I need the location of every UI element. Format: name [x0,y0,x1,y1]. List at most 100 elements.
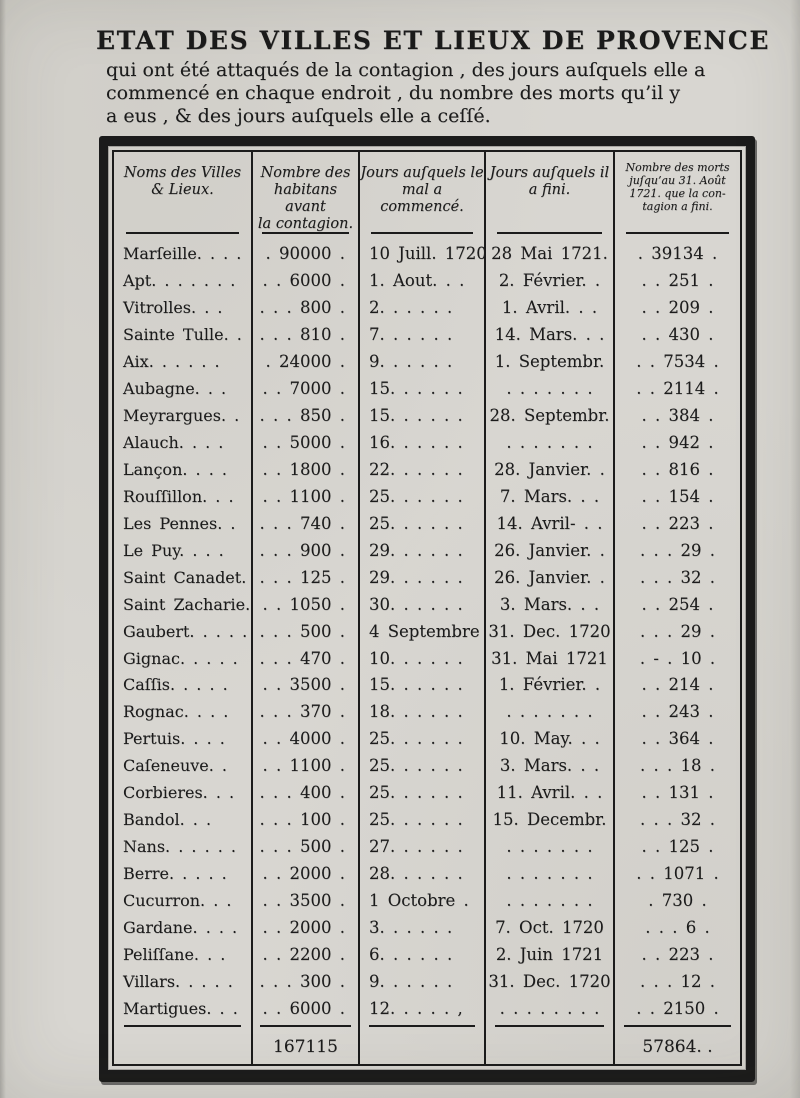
cell-began: 1. Aout. . . [360,266,486,294]
table-row: Corbieres. . .. . . 400 . 25. . . . . . 11… [114,779,740,807]
table-frame: Noms des Villes & Lieux. Nombre des habi… [99,136,755,1082]
totals-cell-empty-began [360,1022,486,1064]
cell-ended: 7. Mars. . . [486,482,615,510]
cell-name: Bandol. . . [114,806,253,834]
table-row: Berre. . . . .. . 2000 . 28. . . . . .. .… [114,860,740,888]
cell-deaths: . . 254 . [641,594,714,614]
cell-name: Saint Zacharie. [114,590,253,618]
cell-name: Vitrolles. . . [114,293,253,321]
cell-inhabitants: . 24000 . [253,347,360,375]
table-row: Cucurron. . .. . 3500 .1 Octobre .. . . … [114,887,740,915]
cell-began: 1 Octobre . [360,887,486,915]
table-row: Caſſis. . . . .. . 3500 . 15. . . . . . 1.… [114,671,740,699]
cell-inhabitants: . . 7000 . [253,374,360,402]
table-row: Le Puy. . . .. . . 900 . 29. . . . . . 26.… [114,536,740,564]
table-row: Peliſſane. . .. . 2200 . 6. . . . . . 2. J… [114,941,740,969]
cell-inhabitants: . . 6000 . [253,995,360,1023]
table-row: Martigues. . .. . 6000 . 12. . . . . ,. .… [114,995,740,1023]
cell-name: Apt. . . . . . . [114,266,253,294]
table-row: Apt. . . . . . .. . 6000 . 1. Aout. . . 2.… [114,266,740,294]
cell-deaths: . . . 32 . [640,567,715,587]
table-row: Aubagne. . .. . 7000 . 15. . . . . .. . .… [114,374,740,402]
cell-ended: 1. Septembr. [486,347,615,375]
table-row: Les Pennes. .. . . 740 . 25. . . . . . 14.… [114,509,740,537]
cell-began: 16. . . . . . [360,428,486,456]
cell-inhabitants: . . 2200 . [253,941,360,969]
cell-ended: 3. Mars. . . [486,752,615,780]
cell-ended: 26. Janvier. . [486,563,615,591]
cell-began: 15. . . . . . [360,671,486,699]
cell-inhabitants: . . . 500 . [253,833,360,861]
totals-cell-empty-ended [486,1022,615,1064]
cell-deaths: . . 7534 . [636,351,719,371]
document-header: ETAT DES VILLES ET LIEUX DE PROVENCE qui… [84,26,774,128]
cell-ended: . . . . . . . [486,860,615,888]
cell-deaths: . . 154 . [641,486,714,506]
cell-deaths: . 730 . [648,891,707,911]
cell-inhabitants: . . 3500 . [253,887,360,915]
cell-inhabitants: . . . 850 . [253,401,360,429]
table-row: Sainte Tulle. .. . . 810 . 7. . . . . . 14… [114,320,740,348]
table-row: Saint Canadet.. . . 125 . 29. . . . . . 26… [114,563,740,591]
cell-began: 9. . . . . . [360,347,486,375]
table-row: Bandol. . .. . . 100 . 25. . . . . . 15. D… [114,806,740,834]
cell-name: Rouſſillon. . . [114,482,253,510]
column-header-deaths: Nombre des morts juſqu’au 31. Août 1721.… [615,152,740,240]
cell-ended: 28. Septembr. [486,401,615,429]
subtitle-line-1: qui ont été attaqués de la contagion , d… [106,59,706,81]
table-row: Gardane. . . .. . 2000 . 3. . . . . . 7. O… [114,914,740,942]
cell-name: Saint Canadet. [114,563,253,591]
cell-ended: 2. Juin 1721 [486,941,615,969]
cell-began: 25. . . . . . [360,482,486,510]
cell-name: Aubagne. . . [114,374,253,402]
cell-inhabitants: . . 3500 . [253,671,360,699]
cell-deaths: . . 243 . [641,702,714,722]
totals-cell-empty-name [114,1022,253,1064]
cell-began: 27. . . . . . [360,833,486,861]
cell-inhabitants: . . 1800 . [253,455,360,483]
cell-inhabitants: . . . 100 . [253,806,360,834]
column-header-began: Jours auſquels le mal a commencé. [360,152,486,240]
cell-deaths: . . . 18 . [640,756,715,776]
table-row: Gaubert. . . . .. . . 500 .4 Septembre 31… [114,617,740,645]
cell-inhabitants: . . . 125 . [253,563,360,591]
cell-name: Villars. . . . . [114,968,253,996]
cell-name: Pertuis. . . . [114,725,253,753]
cell-name: Berre. . . . . [114,860,253,888]
cell-name: Lançon. . . . [114,455,253,483]
cell-began: 25. . . . . . [360,725,486,753]
table-row: Lançon. . . .. . 1800 . 22. . . . . . 28. … [114,455,740,483]
cell-name: Nans. . . . . . [114,833,253,861]
cell-name: Rognac. . . . [114,698,253,726]
table-row: Rouſſillon. . .. . 1100 . 25. . . . . . 7.… [114,482,740,510]
cell-name: Meyrargues. . [114,401,253,429]
cell-began: 10 Juill. 1720 [360,240,486,267]
table-body: Marſeille. . . .. 90000 . 10 Juill. 1720 2… [114,240,740,1023]
cell-deaths: . . 251 . [641,270,714,290]
cell-ended: 31. Dec. 1720 [486,968,615,996]
cell-ended: 7. Oct. 1720 [486,914,615,942]
cell-deaths: . . 214 . [641,675,714,695]
cell-name: Aix. . . . . . [114,347,253,375]
cell-name: Cucurron. . . [114,887,253,915]
cell-ended: . . . . . . . [486,833,615,861]
cell-inhabitants: . 90000 . [253,240,360,267]
page-title: ETAT DES VILLES ET LIEUX DE PROVENCE [96,26,770,55]
cell-began: 28. . . . . . [360,860,486,888]
cell-ended: 3. Mars. . . [486,590,615,618]
table-row: Meyrargues. .. . . 850 . 15. . . . . . 28.… [114,401,740,429]
cell-inhabitants: . . 1050 . [253,590,360,618]
cell-ended: . . . . . . . [486,698,615,726]
cell-inhabitants: . . . 300 . [253,968,360,996]
cell-name: Caſſis. . . . . [114,671,253,699]
cell-deaths: . 39134 . [637,243,718,263]
cell-began: 4 Septembre [360,617,486,645]
cell-began: 15. . . . . . [360,374,486,402]
cell-ended: 28 Mai 1721. [486,240,615,267]
cell-ended: 10. May. . . [486,725,615,753]
cell-began: 25. . . . . . [360,779,486,807]
cell-name: Marſeille. . . . [114,240,253,267]
cell-inhabitants: . . 5000 . [253,428,360,456]
cell-name: Gignac. . . . . [114,644,253,672]
cell-began: 29. . . . . . [360,536,486,564]
